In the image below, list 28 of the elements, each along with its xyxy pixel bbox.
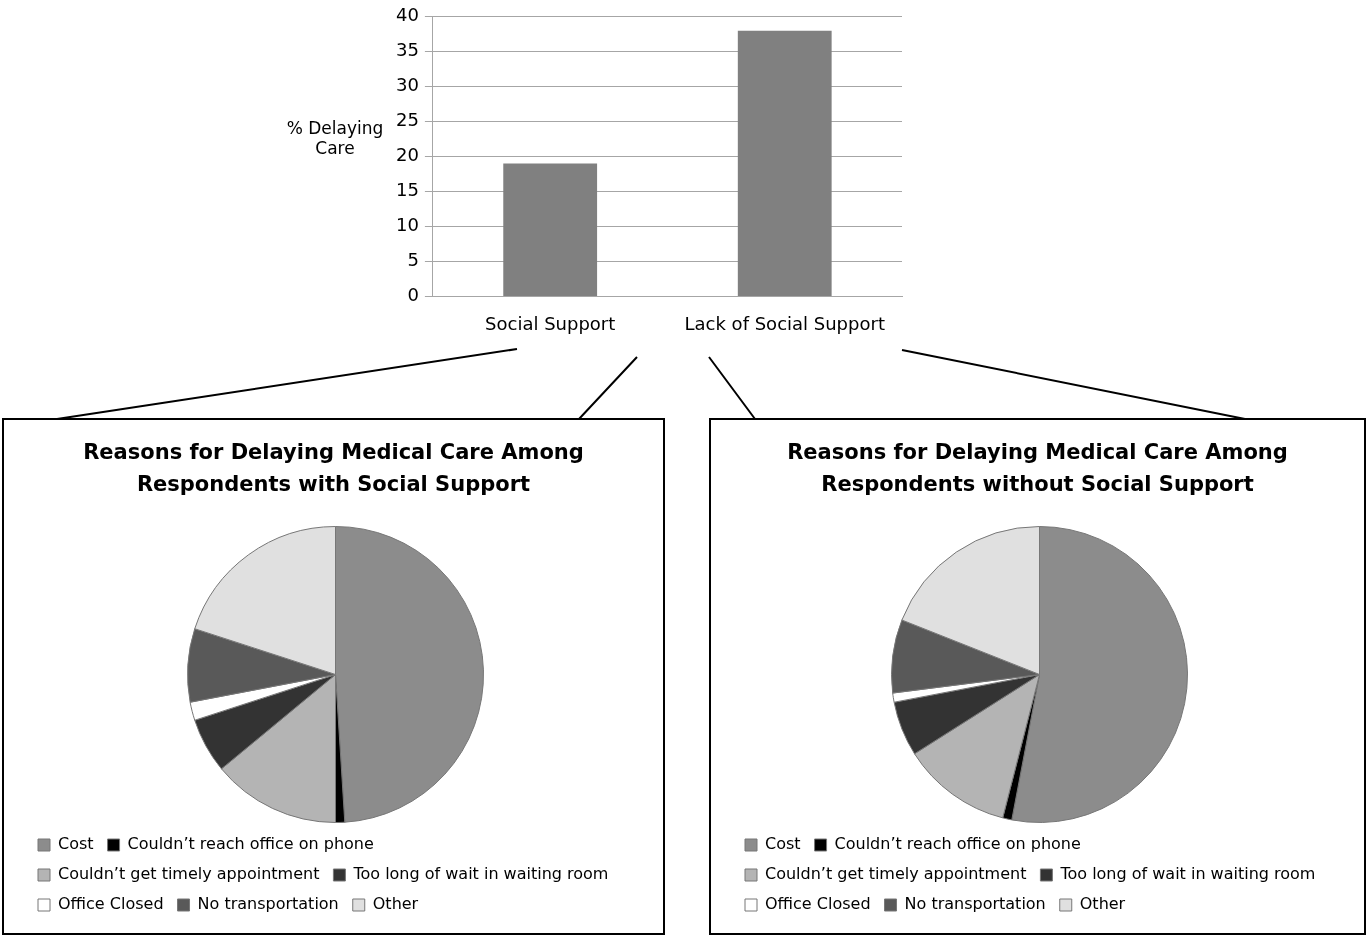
legend-label: Couldn’t get timely appointment: [765, 864, 1027, 884]
legend-label: Office Closed: [58, 894, 164, 914]
y-tick-label: 40: [396, 4, 419, 26]
legend-label: Other: [372, 894, 419, 914]
y-tick-label: 25: [396, 109, 419, 131]
x-tick-label: Lack of Social Support: [684, 312, 885, 334]
y-axis-title: % Delaying Care: [285, 118, 385, 158]
legend-label: Office Closed: [765, 894, 871, 914]
legend-label: Cost: [58, 834, 94, 854]
chart-title: Reasons for Delaying Medical Care Among Respondents with Social Support: [82, 439, 585, 498]
legend-label: No transportation: [197, 894, 339, 914]
y-tick-label: 5: [407, 249, 419, 271]
y-tick-label: 35: [396, 39, 419, 61]
legend-label: Couldn’t get timely appointment: [58, 864, 320, 884]
legend-label: Cost: [765, 834, 801, 854]
y-tick-label: 15: [396, 179, 419, 201]
legend-label: Couldn’t reach office on phone: [834, 834, 1081, 854]
legend-label: Couldn’t reach office on phone: [127, 834, 374, 854]
y-tick-label: 30: [396, 74, 419, 96]
legend-label: No transportation: [904, 894, 1046, 914]
y-tick-label: 0: [407, 284, 419, 306]
y-tick-label: 20: [396, 144, 419, 166]
x-tick-label: Social Support: [485, 312, 616, 334]
chart-title: Reasons for Delaying Medical Care Among Respondents without Social Support: [786, 439, 1289, 498]
legend-label: Too long of wait in waiting room: [352, 864, 609, 884]
legend-label: Too long of wait in waiting room: [1059, 864, 1316, 884]
legend-label: Other: [1079, 894, 1126, 914]
y-tick-label: 10: [396, 214, 419, 236]
